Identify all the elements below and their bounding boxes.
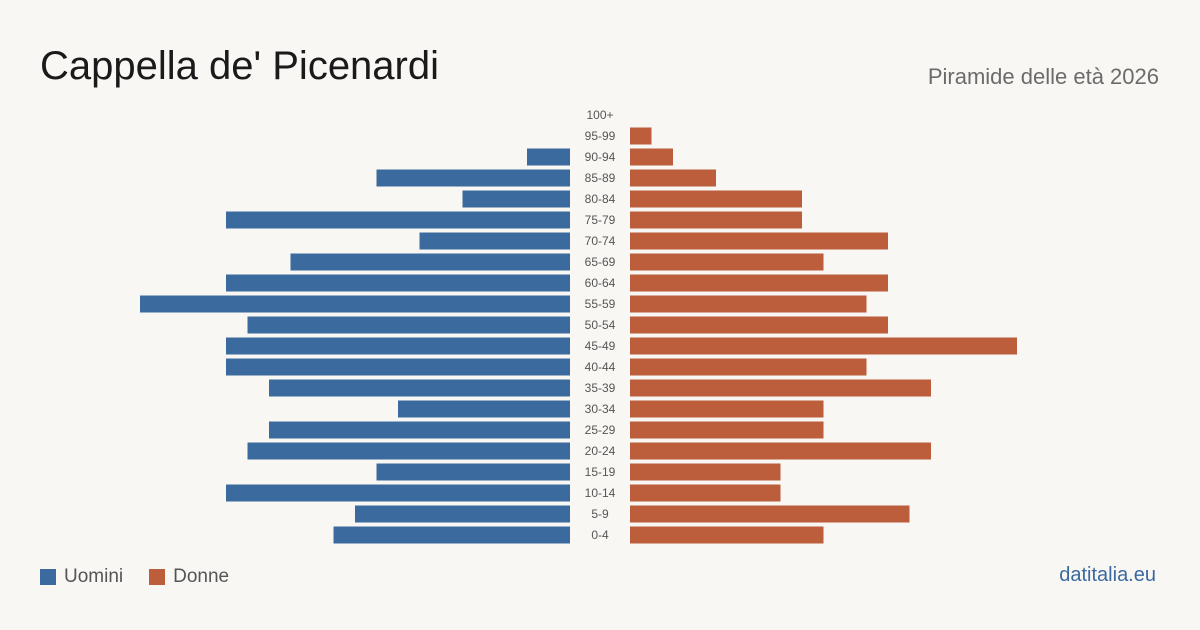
bar-men-40-44 [226, 358, 570, 376]
age-label-10-14: 10-14 [585, 486, 616, 500]
bar-women-30-34 [630, 400, 824, 418]
legend: Uomini Donne [40, 566, 255, 588]
legend-swatch-men [40, 569, 56, 585]
age-label-50-54: 50-54 [585, 318, 616, 332]
bar-women-40-44 [630, 358, 867, 376]
bar-women-0-4 [630, 526, 824, 544]
age-label-95-99: 95-99 [585, 129, 616, 143]
bar-women-45-49 [630, 337, 1017, 355]
bar-women-35-39 [630, 379, 931, 397]
bar-men-35-39 [269, 379, 570, 397]
bar-women-80-84 [630, 190, 802, 208]
bar-men-5-9 [355, 505, 570, 523]
bar-men-80-84 [462, 190, 570, 208]
age-label-5-9: 5-9 [591, 507, 609, 521]
age-label-30-34: 30-34 [585, 402, 616, 416]
bar-men-55-59 [140, 295, 570, 313]
bar-women-55-59 [630, 295, 867, 313]
bar-women-10-14 [630, 484, 781, 502]
bar-men-25-29 [269, 421, 570, 439]
age-label-100+: 100+ [586, 108, 613, 122]
bar-women-70-74 [630, 232, 888, 250]
legend-label-men: Uomini [64, 566, 124, 587]
age-label-75-79: 75-79 [585, 213, 616, 227]
bar-women-5-9 [630, 505, 910, 523]
age-label-80-84: 80-84 [585, 192, 616, 206]
bar-men-0-4 [333, 526, 570, 544]
age-label-70-74: 70-74 [585, 234, 616, 248]
age-label-55-59: 55-59 [585, 297, 616, 311]
bar-men-10-14 [226, 484, 570, 502]
legend-item-men: Uomini [40, 566, 123, 588]
bar-women-25-29 [630, 421, 824, 439]
bar-women-95-99 [630, 127, 652, 145]
age-label-65-69: 65-69 [585, 255, 616, 269]
bar-women-15-19 [630, 463, 781, 481]
chart-title: Cappella de' Picenardi [40, 44, 440, 88]
bar-women-85-89 [630, 169, 716, 187]
bar-men-15-19 [376, 463, 570, 481]
bar-women-60-64 [630, 274, 888, 292]
source-link[interactable]: datitalia.eu [1059, 564, 1156, 586]
bar-women-20-24 [630, 442, 931, 460]
age-label-45-49: 45-49 [585, 339, 616, 353]
bar-women-75-79 [630, 211, 802, 229]
bar-men-75-79 [226, 211, 570, 229]
bar-women-50-54 [630, 316, 888, 334]
bar-men-70-74 [419, 232, 570, 250]
bar-men-85-89 [376, 169, 570, 187]
legend-label-women: Donne [173, 566, 230, 587]
chart-subtitle: Piramide delle età 2026 [927, 64, 1159, 89]
age-label-0-4: 0-4 [591, 528, 609, 542]
age-label-35-39: 35-39 [585, 381, 616, 395]
bar-women-65-69 [630, 253, 824, 271]
bar-men-30-34 [398, 400, 570, 418]
age-label-25-29: 25-29 [585, 423, 616, 437]
bar-men-65-69 [290, 253, 570, 271]
age-label-15-19: 15-19 [585, 465, 616, 479]
age-label-20-24: 20-24 [585, 444, 616, 458]
legend-item-women: Donne [149, 566, 229, 588]
age-label-40-44: 40-44 [585, 360, 616, 374]
age-label-90-94: 90-94 [585, 150, 616, 164]
legend-swatch-women [149, 569, 166, 585]
bar-men-45-49 [226, 337, 570, 355]
bar-women-90-94 [630, 148, 673, 166]
bar-men-20-24 [247, 442, 570, 460]
age-label-85-89: 85-89 [585, 171, 616, 185]
age-label-60-64: 60-64 [585, 276, 616, 290]
bar-men-50-54 [247, 316, 570, 334]
bar-men-90-94 [527, 148, 570, 166]
bar-men-60-64 [226, 274, 570, 292]
